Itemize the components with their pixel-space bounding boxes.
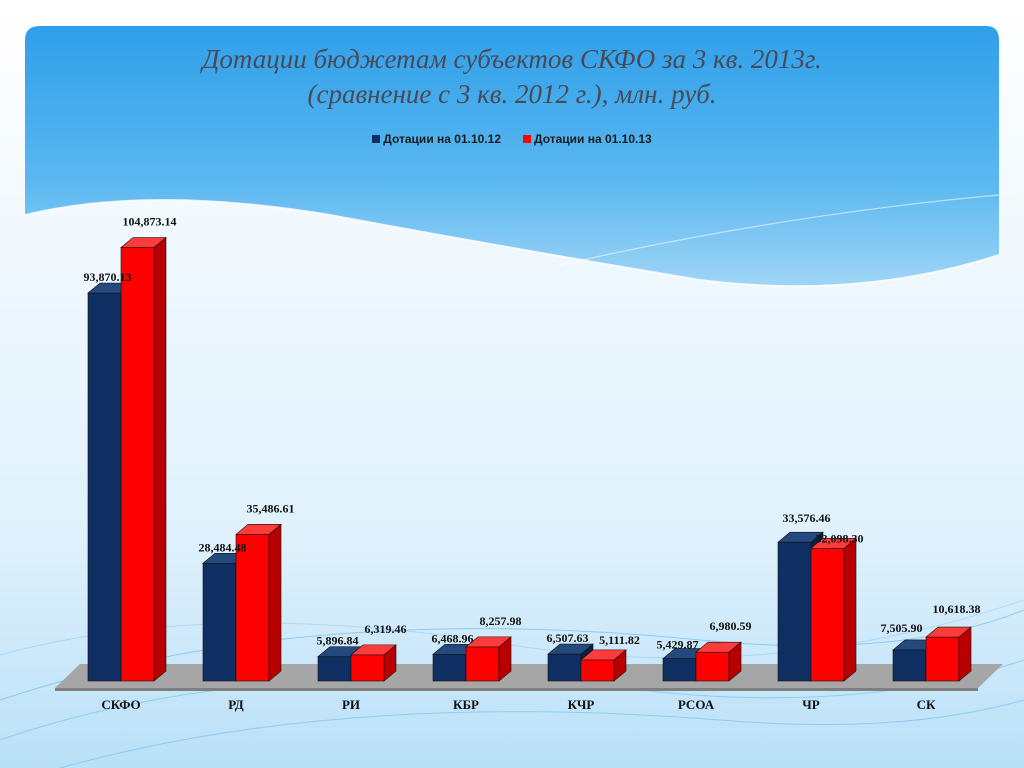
bar-front (547, 653, 582, 682)
data-label-2013-5: 6,980.59 (710, 619, 752, 633)
data-label-2012-2: 5,896.84 (317, 634, 359, 648)
legend-label-2013: Дотации на 01.10.13 (534, 132, 652, 146)
legend-label-2012: Дотации на 01.10.12 (383, 132, 501, 146)
chart-title-line1: Дотации бюджетам субъектов СКФО за 3 кв.… (202, 44, 822, 74)
bar-front (580, 659, 615, 682)
category-label-7: СК (917, 697, 936, 712)
legend-item-2012: Дотации на 01.10.12 (372, 132, 501, 146)
bar-2013-0 (120, 236, 167, 682)
category-label-5: РСОА (678, 697, 715, 712)
data-label-2012-5: 5,429.87 (657, 638, 699, 652)
legend-swatch-2012 (372, 135, 381, 143)
chart-floor (55, 664, 1003, 688)
data-label-2012-6: 33,576.46 (783, 511, 831, 525)
bar-front (777, 541, 812, 682)
category-label-1: РД (228, 697, 244, 712)
bar-2013-6 (810, 537, 857, 682)
data-label-2013-1: 35,486.61 (247, 501, 295, 515)
bar-side (268, 523, 282, 682)
bar-top (465, 636, 512, 648)
bar-top (580, 649, 627, 661)
category-label-2: РИ (342, 697, 360, 712)
bar-front (235, 534, 270, 682)
bar-front (432, 653, 467, 682)
legend-swatch-2013 (523, 135, 531, 143)
bar-top (235, 524, 282, 535)
bar-2013-3 (465, 636, 512, 682)
chart-floor-edge (55, 688, 978, 691)
bar-front (662, 658, 697, 682)
bar-front (350, 654, 385, 682)
data-label-2013-6: 32,098.30 (816, 531, 864, 545)
data-label-2012-7: 7,505.90 (881, 621, 923, 635)
bar-front (892, 649, 927, 682)
bar-front (925, 636, 960, 682)
bar-2013-1 (235, 523, 282, 682)
bar-top (925, 626, 972, 638)
data-label-2012-4: 6,507.63 (547, 631, 589, 645)
bar-side (843, 537, 857, 682)
data-label-2012-3: 6,468.96 (432, 631, 474, 645)
bar-front (120, 247, 155, 682)
bar-side (153, 236, 167, 682)
bar-top (350, 644, 397, 656)
data-label-2013-0: 104,873.14 (123, 215, 177, 229)
data-label-2013-3: 8,257.98 (480, 614, 522, 628)
bar-front (202, 562, 237, 682)
bar-2013-4 (580, 649, 627, 682)
data-label-2012-1: 28,484.48 (199, 540, 247, 554)
chart-title-line2: (сравнение с 3 кв. 2012 г.), млн. руб. (307, 79, 717, 109)
bar-front (810, 548, 845, 682)
category-label-4: КЧР (568, 697, 595, 712)
category-label-0: СКФО (101, 697, 140, 712)
bar-2013-5 (695, 641, 742, 682)
bar-top (120, 237, 167, 248)
data-label-2013-7: 10,618.38 (933, 602, 981, 616)
data-label-2012-0: 93,870.13 (84, 270, 132, 284)
bar-top (777, 531, 824, 543)
chart-legend: Дотации на 01.10.12 Дотации на 01.10.13 (0, 132, 1024, 146)
category-label-6: ЧР (802, 697, 820, 712)
bar-front (695, 651, 730, 682)
bar-top (695, 641, 742, 653)
bar-top (810, 538, 857, 549)
data-label-2013-2: 6,319.46 (365, 622, 407, 636)
bar-front (87, 292, 122, 682)
bar-top (547, 643, 594, 655)
data-label-2013-4: 5,111.82 (599, 633, 640, 647)
bar-2013-2 (350, 644, 397, 682)
bar-front (465, 646, 500, 682)
bar-2013-7 (925, 626, 972, 682)
category-label-3: КБР (453, 697, 479, 712)
legend-item-2013: Дотации на 01.10.13 (523, 132, 652, 146)
bar-front (317, 656, 352, 682)
